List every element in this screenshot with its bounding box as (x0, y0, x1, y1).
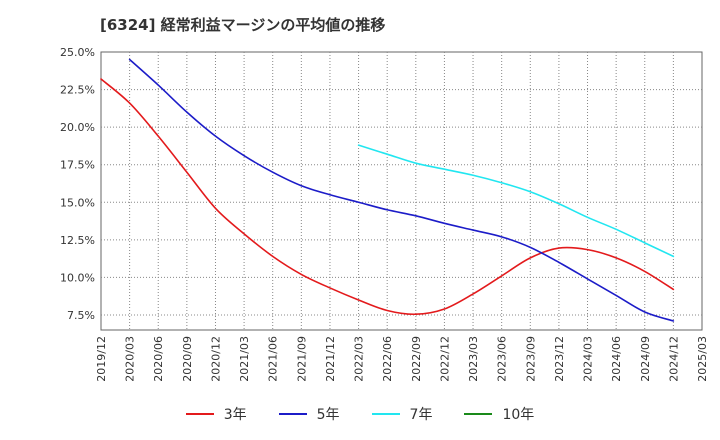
y-tick-label: 12.5% (60, 234, 95, 247)
legend-label: 10年 (502, 407, 535, 423)
y-tick-label: 15.0% (60, 196, 95, 209)
x-tick-label: 2023/03 (467, 336, 480, 382)
x-tick-label: 2024/03 (582, 336, 595, 382)
x-tick-label: 2021/12 (324, 336, 337, 382)
y-tick-label: 7.5% (67, 309, 95, 322)
x-tick-label: 2023/09 (524, 336, 537, 382)
x-tick-label: 2022/03 (353, 336, 366, 382)
x-tick-label: 2020/09 (181, 336, 194, 382)
y-tick-label: 25.0% (60, 46, 95, 59)
chart-title: [6324] 経常利益マージンの平均値の推移 (100, 16, 386, 34)
legend-item: 5年 (278, 404, 340, 424)
x-tick-label: 2020/06 (152, 336, 165, 382)
x-tick-label: 2021/06 (267, 336, 280, 382)
legend-item: 3年 (185, 404, 247, 424)
x-tick-label: 2022/09 (410, 336, 423, 382)
series-line (128, 58, 675, 322)
x-tick-label: 2024/12 (667, 336, 680, 382)
legend-item: 7年 (371, 404, 433, 424)
legend-swatch (278, 413, 307, 415)
legend-swatch (464, 413, 493, 415)
x-tick-label: 2022/12 (438, 336, 451, 382)
y-tick-label: 10.0% (60, 271, 95, 284)
legend-swatch (185, 413, 214, 415)
y-tick-label: 17.5% (60, 159, 95, 172)
legend-swatch (371, 413, 400, 415)
x-tick-label: 2020/12 (209, 336, 222, 382)
x-tick-label: 2021/09 (295, 336, 308, 382)
x-tick-label: 2025/03 (696, 336, 709, 382)
legend-label: 3年 (223, 407, 247, 423)
x-tick-label: 2024/06 (610, 336, 623, 382)
y-tick-label: 20.0% (60, 121, 95, 134)
y-tick-label: 22.5% (60, 84, 95, 97)
legend-item: 10年 (464, 404, 534, 424)
x-tick-label: 2024/09 (639, 336, 652, 382)
legend-label: 5年 (316, 407, 340, 423)
series-line (100, 78, 675, 316)
x-tick-label: 2022/06 (381, 336, 394, 382)
legend-label: 7年 (409, 407, 433, 423)
x-tick-label: 2021/03 (238, 336, 251, 382)
x-tick-label: 2023/12 (553, 336, 566, 382)
x-tick-label: 2020/03 (124, 336, 137, 382)
x-tick-label: 2019/12 (95, 336, 108, 382)
x-tick-label: 2023/06 (496, 336, 509, 382)
series-line (357, 144, 675, 258)
plot-area (100, 51, 703, 331)
